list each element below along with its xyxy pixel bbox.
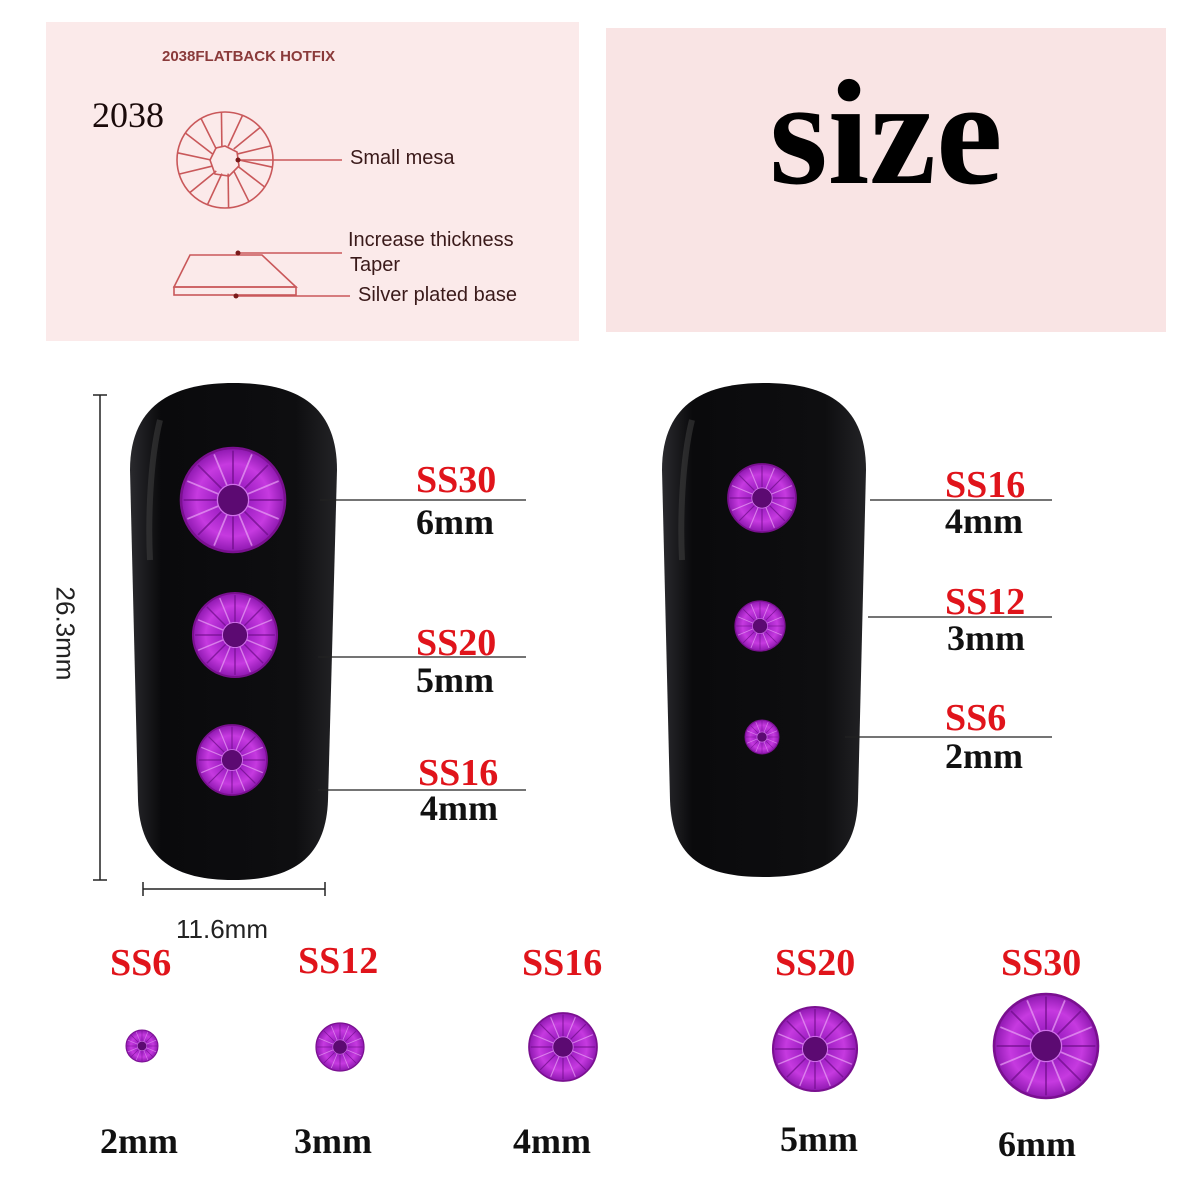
- size-mm: 4mm: [513, 1121, 591, 1161]
- rhinestone-gem: [191, 591, 279, 679]
- title-panel: [606, 28, 1166, 332]
- rhinestone-gem: [744, 719, 780, 755]
- width-dimension: 11.6mm: [176, 914, 268, 944]
- size-mm: 6mm: [416, 502, 494, 542]
- size-code: SS12: [298, 940, 379, 982]
- rhinestone-gem: [734, 600, 786, 652]
- diagram-panel: [46, 22, 579, 341]
- size-mm: 4mm: [420, 788, 498, 828]
- size-code: SS30: [1001, 942, 1082, 984]
- size-code: SS16: [945, 464, 1026, 506]
- size-code: SS12: [945, 581, 1026, 623]
- rhinestone-gem: [771, 1005, 859, 1093]
- rhinestone-gem: [528, 1012, 598, 1082]
- height-dimension: 26.3mm: [50, 586, 81, 681]
- rhinestone-diagram: [172, 111, 350, 297]
- size-code: SS16: [418, 752, 499, 794]
- rhinestone-gem: [179, 446, 287, 554]
- part-label: Increase thickness: [348, 229, 514, 251]
- size-code: SS20: [416, 622, 497, 664]
- part-label: Small mesa: [350, 147, 455, 169]
- size-code: SS30: [416, 459, 497, 501]
- model-number: 2038: [92, 95, 164, 135]
- title: size: [769, 50, 1003, 216]
- size-code: SS20: [775, 942, 856, 984]
- rhinestone-gem: [315, 1022, 365, 1072]
- diagram-header: 2038FLATBACK HOTFIX: [162, 48, 336, 65]
- size-mm: 4mm: [945, 501, 1023, 541]
- part-label: Taper: [350, 254, 401, 276]
- size-code: SS6: [945, 697, 1007, 739]
- leader-lines: [318, 499, 1052, 791]
- rhinestone-gem: [992, 992, 1100, 1100]
- size-mm: 5mm: [780, 1119, 858, 1159]
- size-mm: 3mm: [294, 1121, 372, 1161]
- size-mm: 2mm: [945, 736, 1023, 776]
- size-code: SS16: [522, 942, 603, 984]
- dimension-lines: [93, 394, 326, 896]
- rhinestone-gem: [727, 463, 797, 533]
- rhinestone-gem: [196, 724, 268, 796]
- rhinestone-gem: [125, 1029, 159, 1063]
- size-mm: 2mm: [100, 1121, 178, 1161]
- size-mm: 6mm: [998, 1124, 1076, 1164]
- part-label: Silver plated base: [358, 284, 517, 306]
- size-code: SS6: [110, 942, 172, 984]
- size-mm: 5mm: [416, 660, 494, 700]
- size-mm: 3mm: [947, 618, 1025, 658]
